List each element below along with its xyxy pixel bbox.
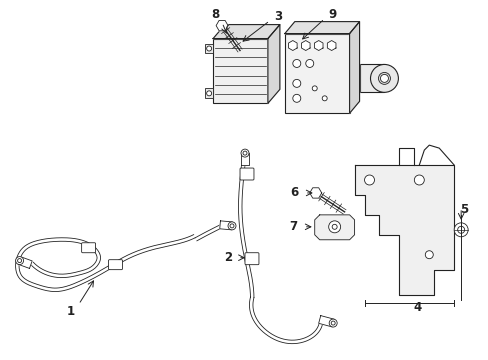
Circle shape — [370, 64, 398, 92]
Circle shape — [206, 46, 211, 51]
Circle shape — [457, 226, 464, 233]
Polygon shape — [326, 41, 335, 50]
FancyBboxPatch shape — [244, 253, 259, 265]
Polygon shape — [314, 215, 354, 240]
Text: 4: 4 — [412, 301, 421, 314]
Text: 9: 9 — [328, 8, 336, 21]
Circle shape — [425, 251, 432, 259]
Polygon shape — [301, 41, 309, 50]
Polygon shape — [241, 153, 248, 165]
FancyBboxPatch shape — [240, 168, 253, 180]
Circle shape — [322, 96, 326, 101]
Circle shape — [292, 59, 300, 67]
Polygon shape — [318, 316, 333, 327]
Polygon shape — [349, 22, 359, 113]
Ellipse shape — [18, 258, 21, 262]
Polygon shape — [314, 41, 323, 50]
Ellipse shape — [16, 257, 23, 265]
Polygon shape — [309, 188, 321, 198]
Circle shape — [206, 91, 211, 96]
Polygon shape — [354, 165, 453, 294]
FancyBboxPatch shape — [108, 260, 122, 270]
Ellipse shape — [241, 149, 248, 157]
Polygon shape — [288, 41, 297, 50]
Polygon shape — [213, 24, 279, 39]
Circle shape — [292, 80, 300, 87]
Ellipse shape — [227, 222, 236, 230]
Bar — [205, 44, 213, 54]
Bar — [359, 64, 384, 92]
Circle shape — [328, 221, 340, 233]
Polygon shape — [267, 24, 279, 103]
Circle shape — [378, 72, 389, 84]
Circle shape — [453, 223, 467, 237]
Circle shape — [292, 94, 300, 102]
Circle shape — [331, 224, 336, 229]
Bar — [285, 33, 349, 113]
Circle shape — [305, 59, 313, 67]
Bar — [205, 88, 213, 98]
Circle shape — [364, 175, 374, 185]
Text: 6: 6 — [290, 186, 298, 199]
Text: 1: 1 — [66, 305, 75, 318]
Bar — [213, 39, 267, 103]
Polygon shape — [285, 22, 359, 33]
Circle shape — [312, 86, 317, 91]
Ellipse shape — [243, 151, 246, 155]
Circle shape — [380, 75, 387, 82]
Text: 2: 2 — [224, 251, 232, 264]
Polygon shape — [18, 257, 32, 269]
Ellipse shape — [328, 319, 336, 327]
Circle shape — [413, 175, 424, 185]
Text: 7: 7 — [289, 220, 297, 233]
Text: 5: 5 — [459, 203, 468, 216]
Text: 8: 8 — [210, 8, 219, 21]
FancyBboxPatch shape — [81, 243, 95, 253]
Ellipse shape — [330, 321, 334, 325]
Ellipse shape — [229, 224, 234, 228]
Text: 3: 3 — [273, 10, 282, 23]
Polygon shape — [219, 221, 232, 230]
Polygon shape — [216, 21, 227, 31]
